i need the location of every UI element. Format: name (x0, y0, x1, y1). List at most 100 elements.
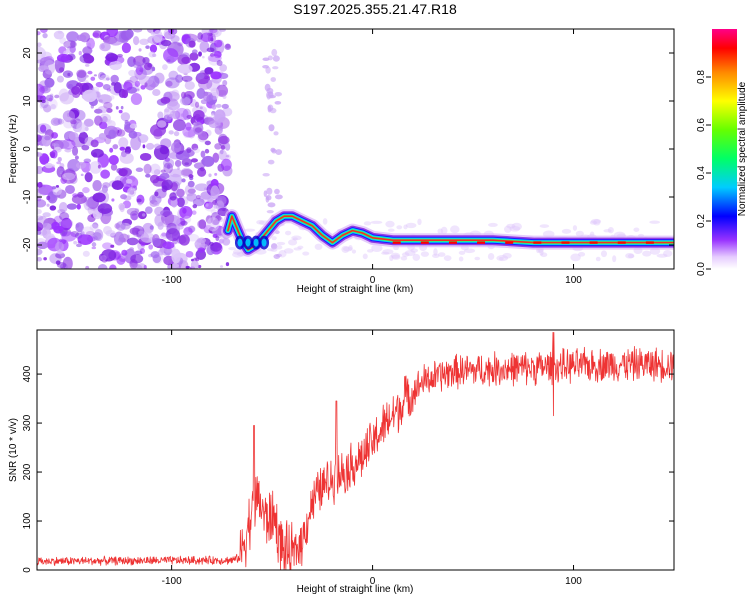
heatmap-noise-blob (210, 71, 222, 80)
heatmap-noise-blob (371, 244, 383, 253)
heatmap-noise-blob (53, 30, 65, 40)
heatmap-noise-blob (152, 53, 157, 58)
heatmap-noise-blob (132, 264, 143, 269)
heatmap-noise-blob (119, 204, 125, 213)
heatmap-noise-blob (603, 229, 612, 233)
heatmap-noise-blob (95, 81, 104, 88)
heatmap-track-peak (645, 241, 654, 244)
heatmap-noise-blob (180, 168, 194, 177)
heatmap-noise-blob (204, 202, 216, 212)
heatmap-noise-blob (219, 29, 226, 32)
heatmap-noise-blob (73, 240, 78, 245)
heatmap-noise-blob (172, 119, 186, 132)
heatmap-noise-blob (138, 75, 154, 86)
heatmap-noise-blob (75, 223, 80, 228)
heatmap-noise-blob (185, 265, 190, 269)
heatmap-track-peak (533, 241, 542, 244)
heatmap-track-band-5 (227, 215, 674, 251)
snr-y-tick-label: 300 (22, 414, 33, 431)
snr-plot-area (37, 330, 674, 570)
heatmap-noise-blob (94, 108, 103, 114)
snr-y-ticks: 0 100 200 300 400 (22, 365, 674, 573)
heatmap-noise-blob (210, 185, 220, 200)
heatmap-noise-blob (92, 32, 100, 38)
heatmap-noise-blob (107, 120, 116, 129)
heatmap-noise-blob (116, 129, 126, 137)
heatmap-noise-blob (43, 104, 52, 113)
heatmap-noise-blob (127, 187, 137, 198)
heatmap-noise-blob (57, 118, 63, 125)
heatmap-noise-blob (509, 225, 521, 232)
heatmap-noise-blob (69, 45, 76, 53)
heatmap-noise-blob (627, 253, 635, 259)
heatmap-noise-blob (600, 250, 608, 258)
heatmap-noise-blob (232, 249, 242, 255)
snr-x-tick-label: 100 (565, 576, 582, 587)
heatmap-noise-blob (401, 252, 410, 257)
snr-x-tick-label: -100 (162, 576, 182, 587)
colorbar-tick-label: 0.0 (696, 262, 707, 276)
heatmap-noise-blob (205, 202, 209, 207)
heatmap-noise-blob (218, 135, 230, 145)
heatmap-noise-blob (474, 256, 481, 261)
heatmap-noise-blob (66, 203, 78, 210)
heatmap-noise-blob (267, 159, 275, 165)
heatmap-noise-blob (275, 245, 283, 250)
heatmap-noise-blob (186, 114, 193, 119)
snr-series-line (37, 332, 674, 570)
heatmap-noise-blob (149, 225, 154, 230)
heatmap-noise-blob (115, 221, 126, 231)
heatmap-noise-blob (200, 150, 206, 158)
heatmap-noise-blob (162, 64, 168, 71)
heatmap-noise-blob (66, 45, 76, 54)
heatmap-noise-blob (130, 135, 142, 151)
heatmap-noise-blob (649, 220, 661, 224)
heatmap-noise-blob (129, 247, 134, 251)
heatmap-noise-blob (171, 248, 181, 264)
heatmap-noise-blob (102, 182, 111, 189)
heatmap-noise-blob (115, 106, 119, 110)
heatmap-noise-blob (499, 256, 504, 261)
heatmap-noise-blob (118, 168, 128, 177)
heatmap-track-pocket (245, 238, 251, 247)
heatmap-noise-blob (511, 222, 522, 231)
snr-x-ticks: -100 0 100 (162, 330, 582, 587)
heatmap-noise-blob (220, 145, 226, 150)
heatmap-noise-blob (62, 110, 76, 123)
heatmap-noise-blob (183, 227, 193, 236)
heatmap-noise-blob (191, 210, 197, 215)
heatmap-noise-blob (385, 220, 395, 228)
heatmap-noise-blob (190, 260, 199, 269)
heatmap-noise-blob (214, 125, 223, 135)
heatmap-noise-blob (92, 232, 102, 241)
heatmap-noise-blob (577, 251, 586, 257)
heatmap-noise-blob (160, 39, 172, 47)
colorbar-tick-label: 0.8 (696, 70, 707, 84)
snr-y-tick-label: 400 (22, 365, 33, 382)
heatmap-noise-blob (58, 201, 68, 213)
heatmap-noise-blob (144, 206, 153, 214)
heatmap-noise-blob (169, 110, 179, 119)
colorbar-gradient (712, 29, 737, 269)
heatmap-noise-blob (109, 38, 123, 46)
snr-y-tick-label: 100 (22, 512, 33, 529)
heatmap-noise-blob (403, 224, 408, 230)
heatmap-noise-blob (410, 248, 419, 253)
heatmap-noise-blob (262, 173, 270, 177)
heatmap-noise-blob (382, 249, 394, 255)
heatmap-noise-blob (91, 242, 97, 247)
heatmap-noise-blob (139, 38, 149, 45)
heatmap-noise-blob (103, 101, 113, 109)
heatmap-noise-blob (110, 163, 118, 171)
heatmap-noise-blob (274, 188, 280, 195)
heatmap-noise-blob (49, 205, 57, 211)
heatmap-noise-blob (140, 84, 146, 90)
heatmap-noise-blob (181, 56, 191, 64)
heatmap-noise-blob (219, 149, 224, 155)
heatmap-noise-blob (137, 232, 149, 243)
heatmap-noise-blob (145, 142, 155, 150)
heatmap-noise-blob (98, 99, 103, 103)
heatmap-noise-blob (142, 144, 146, 149)
heatmap-noise-blob (37, 257, 43, 262)
